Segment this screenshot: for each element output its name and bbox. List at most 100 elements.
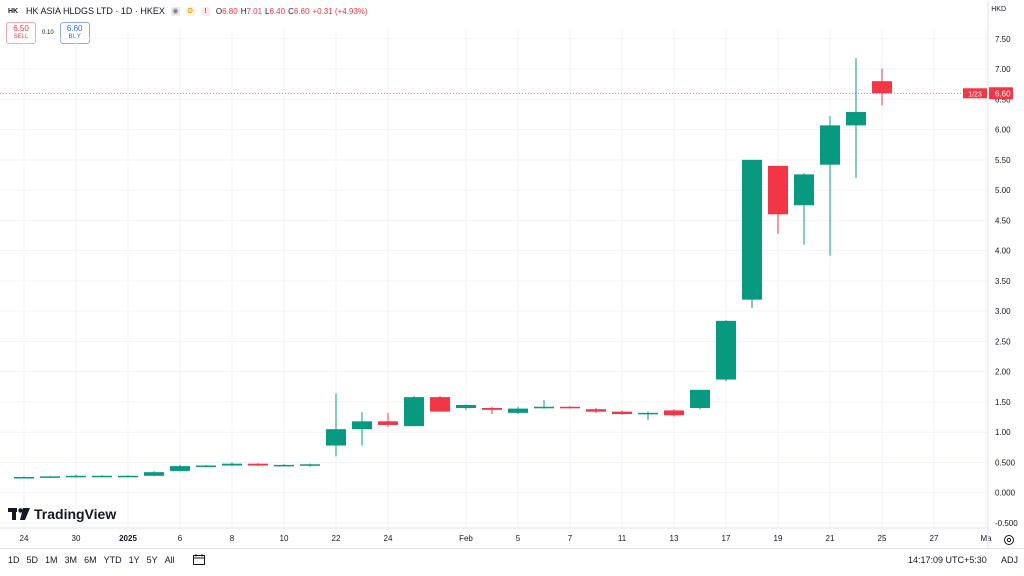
candle-body[interactable] [872,81,892,94]
candle-body[interactable] [40,476,60,478]
y-tick-label: -0.500 [995,519,1018,528]
spread-value: 0.10 [42,30,54,36]
candle-body[interactable] [456,404,476,409]
range-button-all[interactable]: All [164,555,175,565]
x-tick-label: 24 [384,534,393,543]
sell-price: 6.50 [13,24,29,33]
candle-body[interactable] [482,408,502,410]
x-tick-label: 21 [826,534,835,543]
candle-body[interactable] [742,159,762,300]
y-tick-label: 5.50 [995,156,1011,165]
candle-body[interactable] [794,174,814,206]
currency-label[interactable]: HKD [991,6,1006,13]
candle-body[interactable] [92,475,112,478]
candle-body[interactable] [118,475,138,478]
ohlc-low: 6.40 [269,6,286,16]
x-tick-label: Ma [980,534,992,543]
buy-label: BUY [68,34,81,40]
candle-body[interactable] [378,421,398,425]
candle-body[interactable] [144,472,164,476]
candle-body[interactable] [846,112,866,126]
date-range-buttons: 1D 5D 1M 3M 6M YTD 1Y 5Y All [8,555,175,565]
x-tick-label: 2025 [119,534,137,543]
candle-body[interactable] [300,464,320,466]
candle-body[interactable] [612,411,632,415]
candle-body[interactable] [248,463,268,466]
y-tick-label: 2.50 [995,337,1011,346]
range-button-ytd[interactable]: YTD [103,555,122,565]
candle-body[interactable] [274,464,294,467]
buy-button[interactable]: 6.60 BUY [59,22,90,44]
range-button-6m[interactable]: 6M [84,555,97,565]
candle-body[interactable] [508,408,528,413]
y-tick-label: 4.50 [995,216,1011,225]
candle-body[interactable] [404,397,424,427]
eye-icon[interactable]: ◉ [170,6,180,16]
x-tick-label: 8 [230,534,235,543]
adj-button[interactable]: ADJ [1001,555,1019,565]
range-button-5d[interactable]: 5D [26,555,39,565]
x-tick-label: 10 [280,534,289,543]
x-tick-label: 11 [618,534,627,543]
ohlc-change: +0.31 (+4.93%) [312,6,368,16]
candle-body[interactable] [664,410,684,416]
x-tick-label: 17 [722,534,731,543]
range-button-3m[interactable]: 3M [64,555,78,565]
candle-body[interactable] [820,125,840,165]
candle-body[interactable] [560,406,580,409]
x-tick-label: 5 [516,534,521,543]
candle-body[interactable] [586,409,606,412]
x-tick-label: 30 [72,534,81,543]
calendar-icon[interactable] [193,554,205,565]
candle-body[interactable] [430,397,450,412]
candle-body[interactable] [534,406,554,409]
candle-body[interactable] [196,465,216,468]
candle-body[interactable] [768,165,788,215]
candle-body[interactable] [638,412,658,415]
range-button-5y[interactable]: 5Y [146,555,158,565]
tradingview-logo[interactable]: TradingView [8,506,116,522]
y-tick-label: 0.500 [995,458,1016,467]
range-button-1y[interactable]: 1Y [128,555,140,565]
last-date-badge [963,88,987,99]
y-tick-label: 4.00 [995,247,1011,256]
clock-readout[interactable]: 14:17:09 UTC+5:30 [908,555,987,565]
range-button-1d[interactable]: 1D [8,555,20,565]
x-tick-label: 24 [20,534,29,543]
range-button-1m[interactable]: 1M [45,555,58,565]
symbol-title[interactable]: HK ASIA HLDGS LTD · 1D · HKEX [26,6,165,16]
y-tick-label: 3.50 [995,277,1011,286]
candle-body[interactable] [170,466,190,471]
last-price-badge-text: 6.60 [995,89,1011,98]
candle-body[interactable] [690,389,710,409]
price-chart[interactable]: -0.500 0.000 0.500 1.00 1.50 2.00 2.50 3.00 3.50… [0,0,1024,548]
symbol-header: HK HK ASIA HLDGS LTD · 1D · HKEX ◉ D ! O… [6,3,368,19]
candle-body[interactable] [716,320,736,380]
tradingview-logo-icon [8,508,30,520]
last-price-badge [989,87,1013,100]
y-tick-label: 1.50 [995,398,1011,407]
y-tick-label: 2.00 [995,368,1011,377]
candle-body[interactable] [326,429,346,446]
d-badge[interactable]: D [185,6,195,16]
x-tick-label: 22 [332,534,341,543]
y-tick-label: 0.000 [995,489,1016,498]
candle-body[interactable] [352,421,372,430]
sell-label: SELL [13,34,29,40]
y-tick-label: 5.00 [995,186,1011,195]
settings-icon[interactable] [1003,534,1015,546]
candle-body[interactable] [222,463,242,466]
ohlc-close: 6.60 [293,6,310,16]
trade-panel: 6.50 SELL 0.10 6.60 BUY [6,22,90,44]
last-date-badge-text: 1/23 [968,91,982,98]
candle-body[interactable] [66,475,86,478]
x-tick-label: 7 [568,534,573,543]
warning-icon[interactable]: ! [200,6,210,16]
exchange-flag-icon: HK [7,7,19,15]
candle-body[interactable] [14,477,34,479]
y-tick-label: 1.00 [995,428,1011,437]
y-tick-label: 7.50 [995,35,1011,44]
x-tick-label: 6 [178,534,183,543]
y-tick-label: 3.00 [995,307,1011,316]
sell-button[interactable]: 6.50 SELL [6,22,36,44]
